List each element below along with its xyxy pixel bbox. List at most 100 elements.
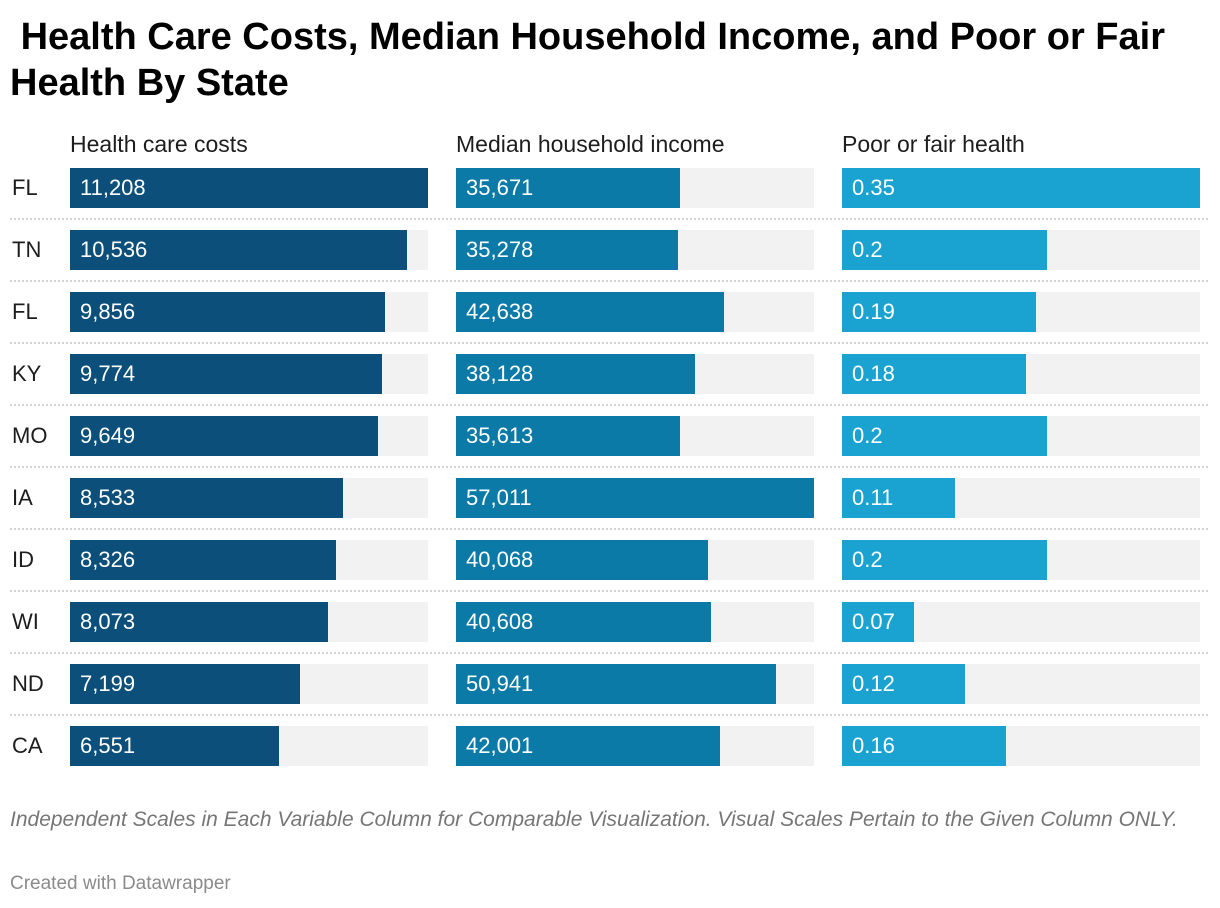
row-separator (10, 590, 1208, 592)
row-label: MO (12, 423, 48, 448)
bar-track: 0.11 (842, 478, 1200, 518)
data-label: 35,613 (466, 423, 534, 448)
bar-median-household-income (456, 478, 814, 518)
bar-median-household-income (456, 540, 708, 580)
row-label: TN (12, 237, 42, 262)
bar-track: 40,608 (456, 602, 814, 642)
column-header-median-household-income: Median household income (456, 131, 725, 157)
bar-track: 35,613 (456, 416, 814, 456)
data-label: 35,278 (466, 237, 534, 262)
column-header-poor-or-fair-health: Poor or fair health (842, 131, 1025, 157)
data-label: 38,128 (466, 361, 534, 386)
bar-median-household-income (456, 292, 724, 332)
data-label: 11,208 (80, 175, 146, 200)
bar-poor-or-fair-health (842, 230, 1047, 270)
data-label: 8,533 (80, 485, 136, 510)
data-label: 7,199 (80, 671, 136, 696)
row-label: KY (12, 361, 42, 386)
bar-track: 0.2 (842, 540, 1200, 580)
bar-track: 0.12 (842, 664, 1200, 704)
bar-track: 50,941 (456, 664, 814, 704)
bar-poor-or-fair-health (842, 726, 1006, 766)
bar-health-care-costs (70, 602, 328, 642)
data-label: 9,649 (80, 423, 136, 448)
bar-track: 11,208 (70, 168, 428, 208)
bar-track: 0.35 (842, 168, 1200, 208)
data-label: 9,856 (80, 299, 136, 324)
bar-median-household-income (456, 168, 680, 208)
bar-track: 8,533 (70, 478, 428, 518)
bar-poor-or-fair-health (842, 168, 1200, 208)
bar-health-care-costs (70, 168, 428, 208)
bar-track: 7,199 (70, 664, 428, 704)
bar-poor-or-fair-health (842, 416, 1047, 456)
data-label: 42,638 (466, 299, 534, 324)
row-label: IA (12, 485, 33, 510)
bar-health-care-costs (70, 726, 279, 766)
bar-track: 42,001 (456, 726, 814, 766)
chart-title: Health Care Costs, Median Household Inco… (10, 16, 1176, 104)
row-label: ND (12, 671, 44, 696)
data-label: 6,551 (80, 733, 136, 758)
bar-track: 0.07 (842, 602, 1200, 642)
bar-track: 9,856 (70, 292, 428, 332)
bar-track: 6,551 (70, 726, 428, 766)
bar-track: 0.19 (842, 292, 1200, 332)
data-label: 0.12 (852, 671, 895, 696)
data-label: 0.19 (852, 299, 895, 324)
row-label: FL (12, 175, 38, 200)
bar-track: 9,774 (70, 354, 428, 394)
data-label: 8,073 (80, 609, 136, 634)
chart-credit: Created with Datawrapper (10, 873, 231, 894)
bar-median-household-income (456, 664, 776, 704)
bar-poor-or-fair-health (842, 540, 1047, 580)
row-label: FL (12, 299, 38, 324)
bar-track: 40,068 (456, 540, 814, 580)
data-label: 0.2 (852, 237, 883, 262)
data-label: 8,326 (80, 547, 136, 572)
bar-track: 10,536 (70, 230, 428, 270)
bar-health-care-costs (70, 540, 336, 580)
bar-track: 35,278 (456, 230, 814, 270)
bar-median-household-income (456, 726, 720, 766)
data-label: 57,011 (466, 485, 532, 510)
bar-track: 8,073 (70, 602, 428, 642)
bar-median-household-income (456, 602, 711, 642)
bar-track: 0.18 (842, 354, 1200, 394)
data-label: 9,774 (80, 361, 136, 386)
column-header-health-care-costs: Health care costs (70, 131, 248, 157)
bar-health-care-costs (70, 354, 382, 394)
row-label: CA (12, 733, 43, 758)
row-separator (10, 466, 1208, 468)
row-separator (10, 652, 1208, 654)
data-label: 0.2 (852, 547, 883, 572)
bar-median-household-income (456, 354, 695, 394)
row-separator (10, 280, 1208, 282)
row-separator (10, 528, 1208, 530)
bar-track: 38,128 (456, 354, 814, 394)
bar-track: 0.16 (842, 726, 1200, 766)
bar-track: 9,649 (70, 416, 428, 456)
data-label: 50,941 (466, 671, 534, 696)
bar-track: 8,326 (70, 540, 428, 580)
bar-poor-or-fair-health (842, 664, 965, 704)
row-separator (10, 342, 1208, 344)
bar-health-care-costs (70, 478, 343, 518)
bar-poor-or-fair-health (842, 354, 1026, 394)
data-label: 0.18 (852, 361, 895, 386)
bar-track: 35,671 (456, 168, 814, 208)
bar-median-household-income (456, 230, 678, 270)
data-label: 40,068 (466, 547, 534, 572)
data-label: 42,001 (466, 733, 534, 758)
bar-health-care-costs (70, 416, 378, 456)
row-separator (10, 714, 1208, 716)
bar-poor-or-fair-health (842, 602, 914, 642)
row-separator (10, 404, 1208, 406)
row-label: ID (12, 547, 34, 572)
bar-health-care-costs (70, 230, 407, 270)
bar-health-care-costs (70, 664, 300, 704)
data-label: 35,671 (466, 175, 534, 200)
data-label: 0.2 (852, 423, 883, 448)
bar-track: 0.2 (842, 230, 1200, 270)
bar-track: 57,011 (456, 478, 814, 518)
